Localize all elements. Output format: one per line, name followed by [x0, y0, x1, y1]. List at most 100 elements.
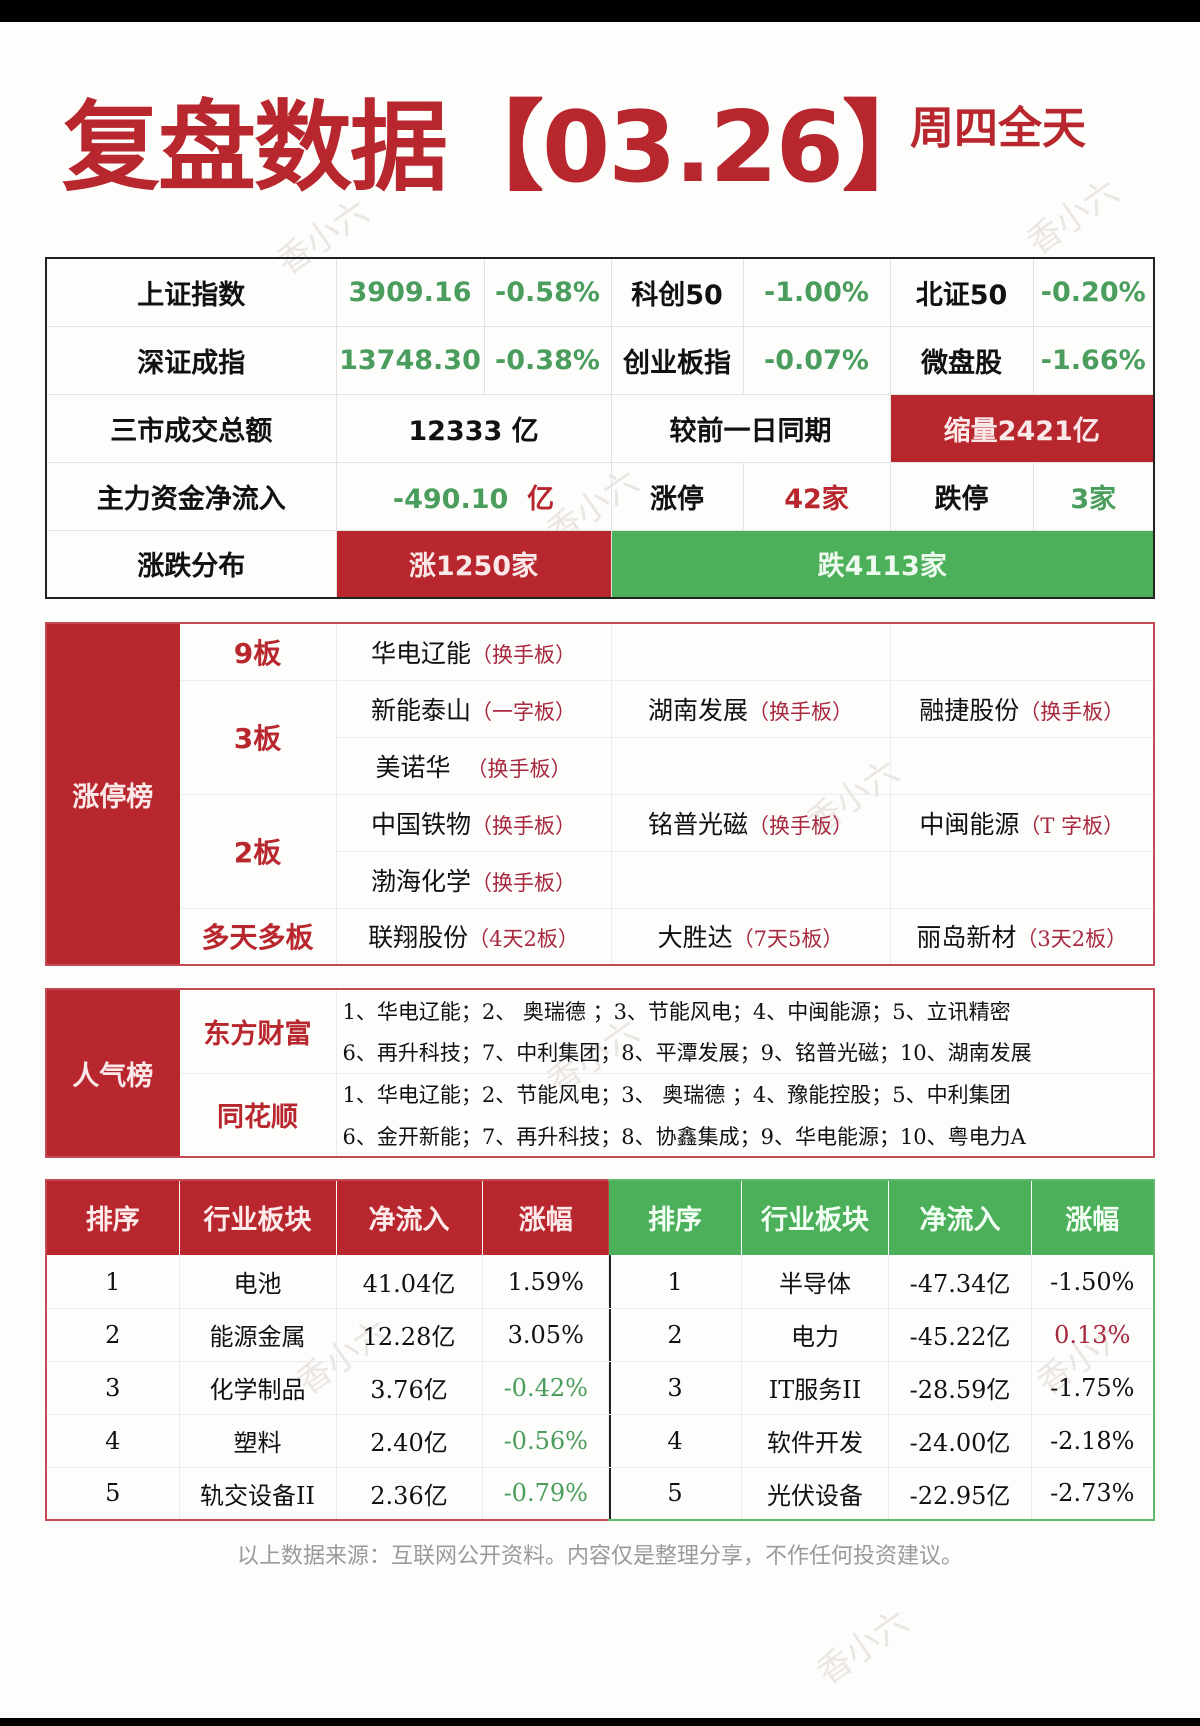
- rank: 1: [45, 1254, 180, 1309]
- stock-cell: 大胜达（7天5板）: [610, 907, 891, 966]
- section-label: 涨停榜: [45, 622, 180, 966]
- table-row: 美诺华 （换手板）: [46, 736, 1155, 795]
- board-type-tag: （换手板）: [471, 642, 576, 667]
- index-label: 北证50: [889, 257, 1034, 327]
- change-pct: -2.73%: [1031, 1466, 1154, 1521]
- board-type-tag: （换手板）: [466, 756, 572, 781]
- compare-label: 较前一日同期: [610, 393, 891, 463]
- bottom-black-bar: [0, 1718, 1200, 1726]
- popularity-table: 人气榜 东方财富 1、华电辽能；2、 奥瑞德 ；3、节能风电；4、中闽能源；5、…: [45, 988, 1155, 1158]
- table-row: 多天多板 联翔股份（4天2板） 大胜达（7天5板） 丽岛新材（3天2板）: [46, 907, 1155, 966]
- table-row: 同花顺 1、华电辽能；2、节能风电；3、 奥瑞德 ；4、豫能控股；5、中利集团: [46, 1072, 1155, 1158]
- column-header: 涨幅: [1031, 1179, 1154, 1256]
- table-row: 3 IT服务II -28.59亿 -1.75%: [608, 1360, 1154, 1415]
- stock-cell: 湖南发展（换手板）: [610, 679, 891, 738]
- disclaimer: 以上数据来源：互联网公开资料。内容仅是整理分享，不作任何投资建议。: [236, 1544, 963, 1569]
- index-label: 微盘股: [889, 325, 1034, 395]
- stock-cell: 中国铁物（换手板）: [335, 793, 612, 852]
- board-type-tag: （换手板）: [471, 870, 576, 895]
- limit-up-label: 涨停: [610, 461, 744, 531]
- turnover-value: 12333 亿: [335, 393, 612, 463]
- table-row: 2板 中国铁物（换手板） 铭普光磁（换手板） 中闽能源（T 字板）: [46, 793, 1155, 909]
- stock-name: 渤海化学: [370, 866, 471, 896]
- decliners-count: 跌4113家: [610, 529, 1155, 599]
- mainflow-label: 主力资金净流入: [45, 461, 337, 531]
- table-row: 3板 新能泰山（一字板） 湖南发展（换手板） 融捷股份（换手板）: [46, 679, 1155, 795]
- sector-name: 半导体: [741, 1254, 889, 1309]
- table-row: 4 软件开发 -24.00亿 -2.18%: [608, 1413, 1154, 1468]
- breadth-label: 涨跌分布: [45, 529, 337, 599]
- index-change: -1.00%: [742, 257, 891, 327]
- stock-cell-empty: [889, 850, 1155, 909]
- index-change: -0.38%: [483, 325, 612, 395]
- table-row: 6、金开新能；7、再升科技；8、协鑫集成；9、华电能源；10、粤电力A: [46, 1115, 1155, 1157]
- table-row: 主力资金净流入 -490.10 亿 涨停 42家 跌停 3家: [45, 461, 1155, 531]
- table-row: 2 电力 -45.22亿 0.13%: [608, 1307, 1154, 1362]
- ranking-line: 1、华电辽能；2、 奥瑞德 ；3、节能风电；4、中闽能源；5、立讯精密: [335, 989, 1155, 1031]
- stock-name: 美诺华: [375, 752, 451, 782]
- top-black-bar: [0, 0, 1200, 22]
- stock-name: 中国铁物: [370, 809, 471, 839]
- source-tonghuashun: 同花顺: [178, 1072, 337, 1158]
- table-row: 4 塑料 2.40亿 -0.56%: [45, 1413, 611, 1468]
- table-row: 人气榜 东方财富 1、华电辽能；2、 奥瑞德 ；3、节能风电；4、中闽能源；5、…: [45, 988, 1155, 1158]
- stock-name: 联翔股份: [368, 923, 469, 953]
- net-inflow: 3.76亿: [335, 1360, 483, 1415]
- table-header-row: 排序 行业板块 净流入 涨幅: [45, 1179, 611, 1256]
- index-label: 上证指数: [45, 257, 337, 327]
- stock-cell: 中闽能源（T 字板）: [889, 793, 1155, 852]
- stock-cell: 铭普光磁（换手板）: [610, 793, 891, 852]
- stock-name: 中闽能源: [919, 809, 1020, 839]
- sector-name: 轨交设备II: [178, 1466, 337, 1521]
- table-row: 1 半导体 -47.34亿 -1.50%: [608, 1254, 1154, 1309]
- net-inflow: -47.34亿: [888, 1254, 1032, 1309]
- table-row: 5 光伏设备 -22.95亿 -2.73%: [608, 1466, 1154, 1521]
- stock-name: 华电辽能: [370, 638, 471, 668]
- limit-up-board-table: 涨停榜 9板 华电辽能（换手板） 3板 新能泰山（一字板） 湖南发展（换手板） …: [45, 622, 1155, 966]
- ranking-line: 1、华电辽能；2、节能风电；3、 奥瑞德 ；4、豫能控股；5、中利集团: [335, 1072, 1155, 1115]
- stock-name: 融捷股份: [919, 695, 1020, 725]
- table-row: 涨跌分布 涨1250家 跌4113家: [45, 529, 1155, 599]
- stock-cell-empty: [610, 850, 891, 909]
- index-change: -0.07%: [742, 325, 891, 395]
- sector-name: 塑料: [178, 1413, 337, 1468]
- rank: 2: [608, 1307, 742, 1362]
- table-row: 3 化学制品 3.76亿 -0.42%: [45, 1360, 611, 1415]
- advancers-count: 涨1250家: [335, 529, 612, 599]
- sector-name: 软件开发: [741, 1413, 889, 1468]
- mainflow-unit: 亿: [527, 483, 555, 515]
- change-pct: 1.59%: [481, 1254, 611, 1309]
- index-change: -0.58%: [483, 257, 612, 327]
- change-pct: -0.56%: [481, 1413, 611, 1468]
- compare-value: 缩量2421亿: [889, 393, 1155, 463]
- rank: 5: [608, 1466, 742, 1521]
- index-label: 创业板指: [610, 325, 744, 395]
- page-subtitle: 周四全天: [910, 103, 1086, 154]
- sector-inflow-table: 排序 行业板块 净流入 涨幅 1 电池 41.04亿 1.59% 2 能源金属 …: [45, 1179, 611, 1521]
- rank: 5: [45, 1466, 180, 1521]
- table-header-row: 排序 行业板块 净流入 涨幅: [608, 1179, 1154, 1256]
- net-inflow: -24.00亿: [888, 1413, 1032, 1468]
- change-pct: -1.75%: [1031, 1360, 1154, 1415]
- table-row: 5 轨交设备II 2.36亿 -0.79%: [45, 1466, 611, 1521]
- column-header: 行业板块: [178, 1179, 337, 1256]
- table-row: 6、再升科技；7、中利集团；8、平潭发展；9、铭普光磁；10、湖南发展: [46, 1031, 1155, 1073]
- sector-name: 化学制品: [178, 1360, 337, 1415]
- mainflow-value: -490.10: [392, 483, 509, 515]
- index-label: 科创50: [610, 257, 744, 327]
- turnover-label: 三市成交总额: [45, 393, 337, 463]
- table-row: 深证成指 13748.30 -0.38% 创业板指 -0.07% 微盘股 -1.…: [45, 325, 1155, 395]
- mainflow-cell: -490.10 亿: [335, 461, 612, 531]
- sector-name: 电力: [741, 1307, 889, 1362]
- rank: 4: [608, 1413, 742, 1468]
- rank: 3: [45, 1360, 180, 1415]
- board-level: 多天多板: [178, 907, 337, 966]
- limit-up-value: 42家: [742, 461, 891, 531]
- net-inflow: -28.59亿: [888, 1360, 1032, 1415]
- net-inflow: 2.36亿: [335, 1466, 483, 1521]
- sector-name: 能源金属: [178, 1307, 337, 1362]
- board-type-tag: （4天2板）: [468, 927, 579, 952]
- stock-cell: 联翔股份（4天2板）: [335, 907, 612, 966]
- net-inflow: -22.95亿: [888, 1466, 1032, 1521]
- board-type-tag: （7天5板）: [732, 927, 844, 952]
